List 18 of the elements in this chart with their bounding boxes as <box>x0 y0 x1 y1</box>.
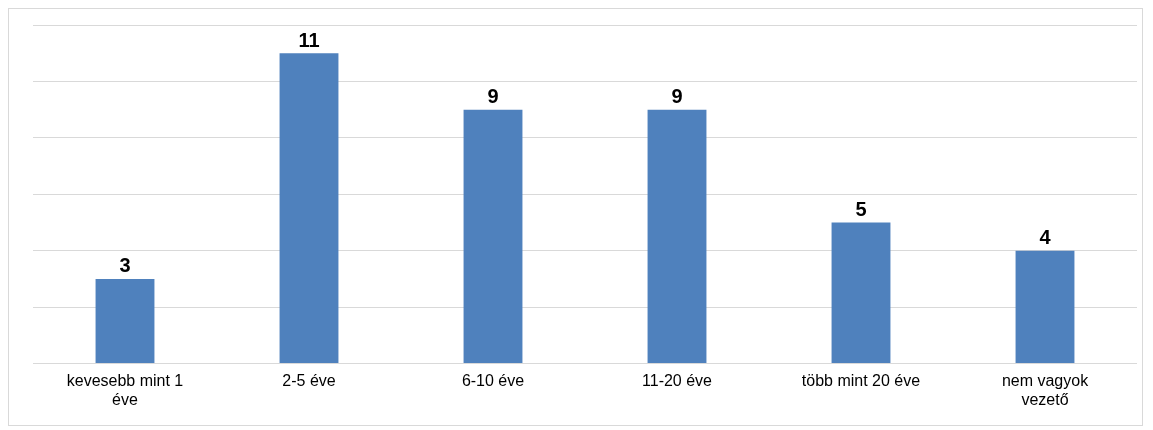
bar <box>831 222 891 364</box>
x-tick-label: 6-10 éve <box>461 371 525 389</box>
bar <box>95 278 155 364</box>
bar <box>279 53 339 364</box>
data-label: 11 <box>298 28 320 51</box>
data-label: 9 <box>487 85 499 108</box>
data-label: 9 <box>671 85 683 108</box>
x-tick-label: több mint 20 éve <box>801 371 921 389</box>
bar <box>647 109 707 364</box>
bar <box>463 109 523 364</box>
x-tick-label: 2-5 éve <box>282 371 336 389</box>
data-label: 4 <box>1039 226 1052 249</box>
data-label: 3 <box>119 254 131 277</box>
data-label: 5 <box>855 198 867 221</box>
bar <box>1015 250 1075 364</box>
x-tick-label: nem vagyok vezető <box>1001 371 1090 408</box>
x-tick-label: 11-20 éve <box>642 371 713 389</box>
x-tick-label: kevesebb mint 1 éve <box>66 371 184 408</box>
